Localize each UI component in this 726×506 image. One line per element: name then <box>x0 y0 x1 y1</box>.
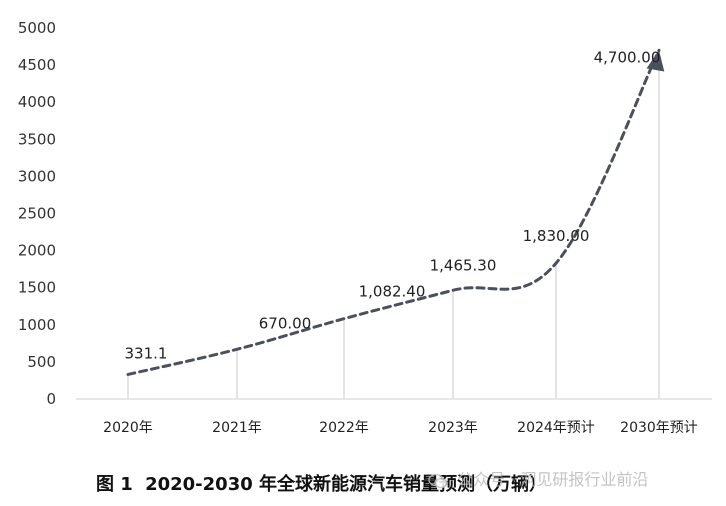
y-tick-label: 1500 <box>18 279 56 297</box>
y-tick-label: 3500 <box>18 130 56 148</box>
y-tick-label: 0 <box>46 390 56 408</box>
arrow-head <box>646 50 665 72</box>
watermark-text: 公众号 · 洞见研报行业前沿 <box>457 470 649 489</box>
data-label: 1,830.00 <box>523 227 590 245</box>
y-tick-label: 2000 <box>18 242 56 260</box>
data-labels: 331.1 670.00 1,082.401,465.30 1,830.00 4,700… <box>125 48 661 362</box>
x-tick-label: 2023年 <box>428 420 478 436</box>
y-tick-label: 500 <box>27 353 56 371</box>
series-line <box>126 48 665 376</box>
figure-label: 图 1 <box>96 474 133 495</box>
line-chart: 0 500 1000 1500 2000 2500 3000 3500 4000 4500 5000… <box>18 19 712 436</box>
x-tick-label: 2022年 <box>319 420 369 436</box>
data-label: 331.1 <box>125 344 168 362</box>
y-tick-label: 4500 <box>18 56 56 74</box>
x-tick-label: 2030年预计 <box>620 420 698 436</box>
x-tick-label: 2024年预计 <box>517 420 595 436</box>
x-axis: 2020年 2021年 2022年 2023年 2024年预计 2030年预计 <box>76 398 712 436</box>
y-tick-label: 3000 <box>18 167 56 185</box>
y-tick-label: 1000 <box>18 316 56 334</box>
data-label: 670.00 <box>259 314 312 332</box>
x-tick-label: 2020年 <box>103 420 153 436</box>
data-label: 1,465.30 <box>430 256 497 274</box>
data-label: 4,700.00 <box>594 48 661 66</box>
drop-lines <box>127 50 660 399</box>
series-path <box>126 48 661 376</box>
figure-title: 2020-2030 年全球新能源汽车销量预测（万辆） <box>145 474 548 495</box>
watermark: 公众号 · 洞见研报行业前沿 <box>428 466 648 490</box>
data-label: 1,082.40 <box>359 283 426 301</box>
y-axis: 0 500 1000 1500 2000 2500 3000 3500 4000 4500 5000 <box>18 19 56 408</box>
y-tick-label: 4000 <box>18 93 56 111</box>
y-tick-label: 2500 <box>18 205 56 223</box>
figure-caption: 图 1 2020-2030 年全球新能源汽车销量预测（万辆） <box>96 470 553 496</box>
y-tick-label: 5000 <box>18 19 56 37</box>
x-tick-label: 2021年 <box>212 420 262 436</box>
wechat-icon <box>428 473 448 488</box>
